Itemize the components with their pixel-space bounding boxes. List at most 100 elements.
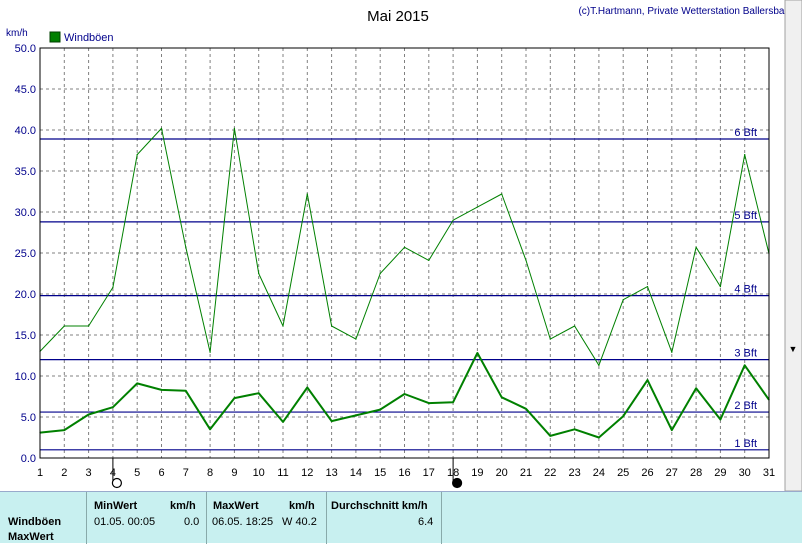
data-point (549, 435, 551, 437)
y-tick-label: 10.0 (15, 371, 36, 383)
data-point (403, 393, 406, 395)
data-point (185, 390, 187, 392)
beaufort-lines: 1 Bft 2 Bft 3 Bft 4 Bft 5 Bft 6 Bft (40, 127, 769, 451)
chart-title: Mai 2015 (367, 8, 429, 25)
data-point (622, 415, 624, 417)
x-tick-label: 13 (325, 467, 337, 479)
x-tick-label: 29 (714, 467, 726, 479)
stats-panel: Windböen MaxWert MinWert km/h 01.05. 00:… (0, 491, 802, 544)
y-tick-label: 25.0 (15, 248, 36, 260)
x-tick-label: 25 (617, 467, 629, 479)
data-point (671, 351, 673, 353)
data-point (574, 325, 576, 327)
data-point (136, 154, 138, 156)
data-point (452, 401, 454, 403)
credit-text: (c)T.Hartmann, Private Wetterstation Bal… (578, 6, 795, 17)
avg-value: 6.4 (418, 516, 434, 528)
x-tick-label: 10 (253, 467, 265, 479)
beaufort-label: 3 Bft (734, 348, 757, 360)
stats-divider (326, 492, 327, 544)
beaufort-label: 4 Bft (734, 284, 757, 296)
data-point (331, 325, 333, 327)
min-value: 0.0 (184, 516, 200, 528)
y-tick-label: 0.0 (21, 453, 36, 465)
data-point (282, 421, 284, 423)
data-point (136, 382, 138, 384)
max-value: W 40.2 (282, 516, 317, 528)
data-point (501, 396, 503, 398)
data-point (646, 379, 649, 381)
data-point (282, 325, 284, 327)
data-point (525, 408, 527, 410)
data-point (695, 246, 697, 248)
x-tick-label: 23 (568, 467, 580, 479)
data-point (258, 392, 260, 394)
data-point (306, 386, 308, 389)
data-point (744, 364, 746, 366)
data-point (355, 338, 357, 340)
y-tick-label: 35.0 (15, 166, 36, 178)
y-tick-label: 15.0 (15, 330, 36, 342)
data-point (88, 413, 90, 416)
grid (40, 48, 769, 458)
data-point (160, 389, 163, 391)
x-tick-label: 7 (183, 467, 189, 479)
x-tick-label: 17 (423, 467, 435, 479)
x-tick-label: 27 (666, 467, 678, 479)
max-time: 06.05. 18:25 (212, 516, 274, 528)
data-point (233, 397, 235, 399)
data-point (719, 418, 722, 421)
data-point (112, 286, 114, 289)
stats-row-label: Windböen (8, 516, 62, 528)
data-point (646, 286, 649, 288)
x-tick-label: 3 (86, 467, 92, 479)
x-tick-label: 5 (134, 467, 140, 479)
x-tick-label: 19 (471, 467, 483, 479)
legend-label-windboeen: Windböen (64, 32, 114, 44)
x-tick-label: 30 (739, 467, 751, 479)
y-tick-label: 20.0 (15, 289, 36, 301)
data-point (379, 409, 381, 411)
x-tick-label: 21 (520, 467, 532, 479)
min-unit: km/h (170, 500, 196, 512)
beaufort-label: 5 Bft (734, 210, 757, 222)
max-unit: km/h (289, 500, 315, 512)
y-axis-unit: km/h (6, 28, 28, 39)
vertical-scrollbar[interactable] (784, 0, 802, 491)
data-point (63, 429, 65, 431)
data-point (379, 272, 381, 275)
x-tick-label: 24 (593, 467, 605, 479)
data-point (331, 420, 333, 422)
scroll-arrow-icon[interactable]: ▼ (789, 344, 798, 354)
stats-row-label-2: MaxWert (8, 531, 54, 543)
y-tick-label: 45.0 (15, 84, 36, 96)
data-point (258, 272, 260, 275)
data-point (160, 127, 163, 129)
x-tick-label: 28 (690, 467, 702, 479)
data-point (671, 429, 673, 431)
data-point (549, 338, 551, 340)
stats-divider (441, 492, 442, 544)
x-tick-label: 8 (207, 467, 213, 479)
data-point (112, 406, 114, 408)
avg-header: Durchschnitt km/h (331, 500, 428, 512)
x-tick-label: 15 (374, 467, 386, 479)
x-tick-label: 26 (641, 467, 653, 479)
plot-border (39, 47, 770, 459)
legend: Windböen (49, 31, 114, 44)
x-tick-label: 20 (496, 467, 508, 479)
x-tick-label: 6 (158, 467, 164, 479)
axes: 0.0 5.0 10.0 15.0 20.0 25.0 30.0 35.0 40.0 45.0 50… (15, 43, 775, 489)
x-tick-label: 12 (301, 467, 313, 479)
beaufort-label: 2 Bft (734, 400, 757, 412)
data-point (185, 246, 187, 248)
data-point (428, 259, 430, 261)
data-point (403, 246, 406, 248)
data-point (501, 193, 503, 195)
legend-swatch-windboeen (49, 31, 61, 43)
data-point (476, 206, 478, 208)
data-point (598, 436, 600, 439)
data-point (355, 414, 357, 416)
data-point (209, 351, 211, 353)
x-tick-label: 1 (37, 467, 43, 479)
